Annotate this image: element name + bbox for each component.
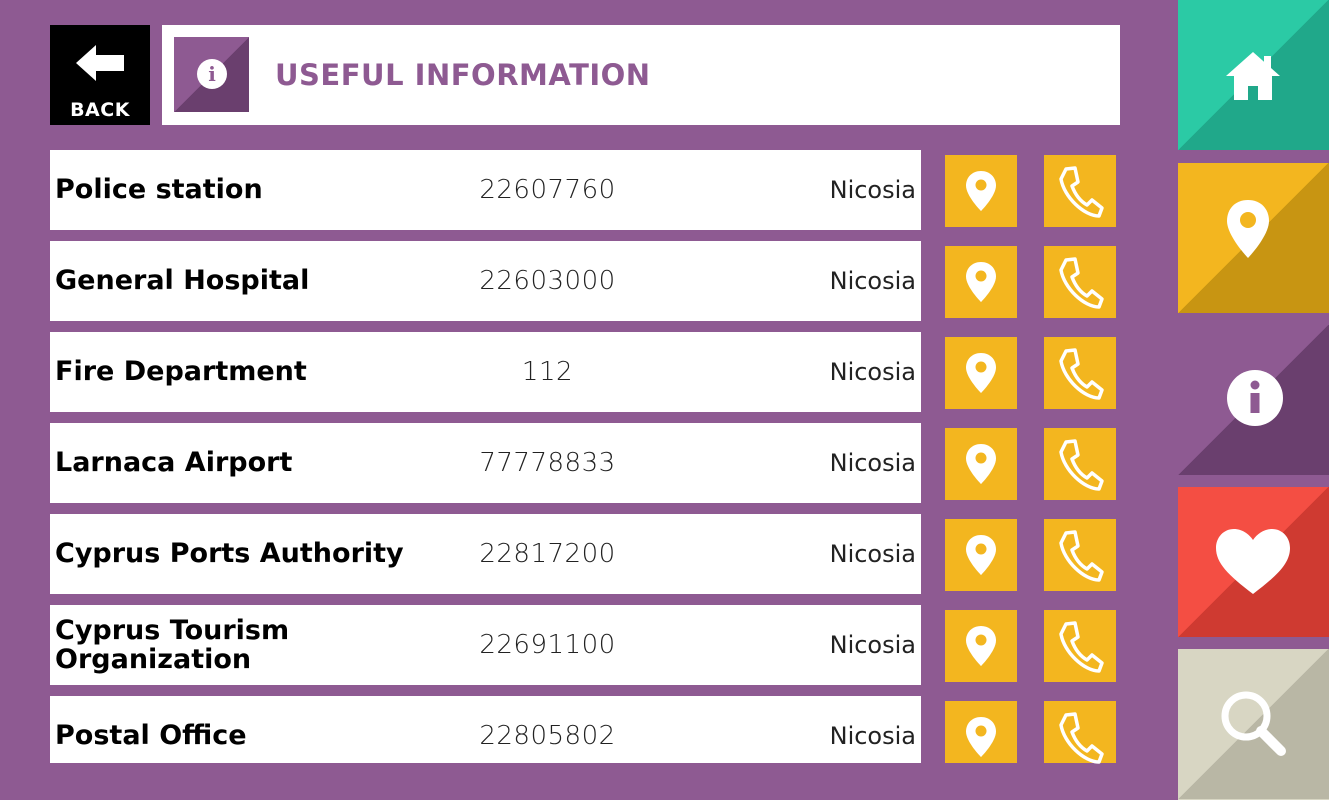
contact-phone: 112 (521, 357, 574, 387)
map-pin-icon (966, 535, 996, 575)
phone-icon (1059, 348, 1104, 400)
nav-map-pin-button[interactable] (1178, 163, 1329, 313)
map-button[interactable] (945, 337, 1017, 409)
map-button[interactable] (945, 519, 1017, 591)
info-icon (1227, 370, 1283, 426)
phone-icon (1059, 439, 1104, 491)
contact-row: General Hospital 22603000 Nicosia (50, 241, 921, 321)
map-button[interactable] (945, 428, 1017, 500)
phone-icon (1059, 257, 1104, 309)
phone-icon (1059, 530, 1104, 582)
phone-icon (1059, 621, 1104, 673)
contact-city: Nicosia (829, 358, 916, 386)
contact-name: Postal Office (55, 720, 247, 752)
contact-phone: 22805802 (479, 721, 616, 751)
contact-row: Cyprus Tourism Organization 22691100 Nicos… (50, 605, 921, 685)
search-icon (1221, 691, 1286, 756)
call-button[interactable] (1044, 246, 1116, 318)
contact-city: Nicosia (829, 267, 916, 295)
map-button[interactable] (945, 246, 1017, 318)
heart-icon (1216, 529, 1290, 594)
call-button[interactable] (1044, 701, 1116, 764)
call-button[interactable] (1044, 428, 1116, 500)
nav-heart-button[interactable] (1178, 487, 1329, 637)
contact-row: Larnaca Airport 77778833 Nicosia (50, 423, 921, 503)
back-label: BACK (70, 99, 130, 121)
contact-name: Fire Department (55, 356, 307, 388)
call-button[interactable] (1044, 337, 1116, 409)
map-pin-icon (966, 717, 996, 757)
phone-icon (1059, 712, 1104, 764)
contact-phone: 22603000 (479, 266, 616, 296)
home-icon (1226, 52, 1280, 100)
info-icon: i (197, 59, 227, 89)
map-button[interactable] (945, 610, 1017, 682)
map-button[interactable] (945, 155, 1017, 227)
page-header: i USEFUL INFORMATION (162, 25, 1120, 125)
map-pin-icon (966, 353, 996, 393)
call-button[interactable] (1044, 155, 1116, 227)
call-button[interactable] (1044, 610, 1116, 682)
contact-city: Nicosia (829, 449, 916, 477)
contact-city: Nicosia (829, 722, 916, 750)
contact-city: Nicosia (829, 176, 916, 204)
call-button[interactable] (1044, 519, 1116, 591)
contact-name: Larnaca Airport (55, 447, 293, 479)
page-title: USEFUL INFORMATION (275, 58, 651, 92)
contact-name: Police station (55, 174, 263, 206)
info-badge: i (174, 37, 249, 112)
contact-city: Nicosia (829, 631, 916, 659)
contact-phone: 22691100 (479, 630, 616, 660)
contact-phone: 22607760 (479, 175, 616, 205)
contact-row: Fire Department 112 Nicosia (50, 332, 921, 412)
map-pin-icon (966, 444, 996, 484)
back-button[interactable]: BACK (50, 25, 150, 125)
contact-name: General Hospital (55, 265, 310, 297)
nav-info-button[interactable] (1178, 325, 1329, 475)
map-button[interactable] (945, 701, 1017, 763)
phone-icon (1059, 166, 1104, 218)
map-pin-icon (966, 626, 996, 666)
nav-home-button[interactable] (1178, 0, 1329, 150)
map-pin-icon (966, 171, 996, 211)
contact-name: Cyprus Tourism Organization (55, 614, 290, 675)
map-pin-icon (966, 262, 996, 302)
arrow-left-icon (76, 45, 124, 81)
nav-search-button[interactable] (1178, 649, 1329, 800)
contact-phone: 77778833 (479, 448, 616, 478)
contact-row: Police station 22607760 Nicosia (50, 150, 921, 230)
map-pin-icon (1227, 200, 1269, 258)
contact-city: Nicosia (829, 540, 916, 568)
contact-phone: 22817200 (479, 539, 616, 569)
contact-row: Cyprus Ports Authority 22817200 Nicosia (50, 514, 921, 594)
contact-name: Cyprus Ports Authority (55, 538, 404, 570)
contact-row: Postal Office 22805802 Nicosia (50, 696, 921, 763)
